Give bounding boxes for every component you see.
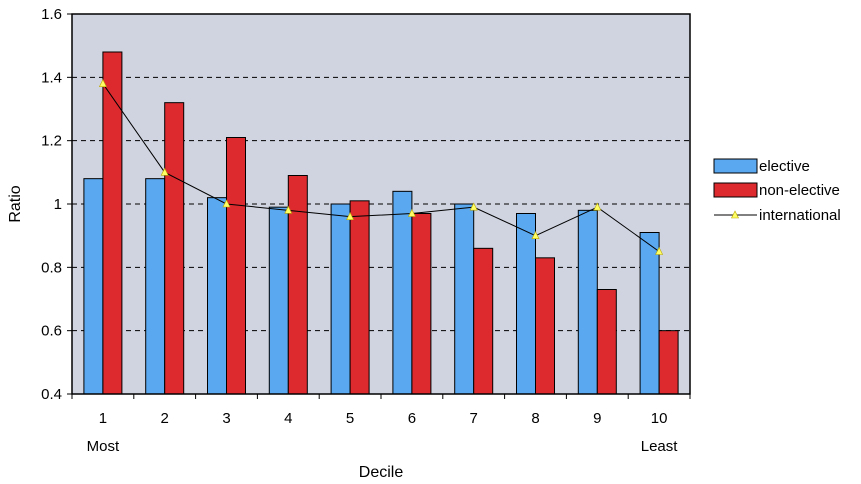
bar-non-elective-8 — [535, 257, 555, 395]
y-tick-label: 0.4 — [41, 386, 62, 403]
x-tick-sublabel: Most — [87, 438, 120, 455]
bar-non-elective-5 — [349, 200, 370, 395]
bar-non-elective-7 — [473, 247, 494, 395]
y-tick-label: 1.2 — [41, 133, 62, 150]
legend-swatch-elective — [713, 158, 758, 174]
point-international-7 — [469, 202, 478, 211]
bar-elective-1 — [83, 178, 104, 395]
x-axis: 1 Most 2 3 4 5 6 7 8 9 10 Least — [71, 394, 691, 455]
bar-elective-7 — [454, 203, 475, 395]
bar-non-elective-9 — [596, 289, 617, 395]
bar-elective-2 — [145, 178, 166, 395]
bar-elective-8 — [516, 213, 536, 395]
point-international-3 — [222, 199, 231, 208]
x-tick-sublabel: Least — [641, 438, 679, 455]
point-international-1 — [98, 78, 107, 87]
bar-non-elective-2 — [164, 102, 185, 395]
line-international — [102, 83, 660, 252]
x-axis-title: Decile — [359, 464, 404, 481]
x-tick-label: 9 — [593, 410, 601, 427]
x-tick-label: 8 — [531, 410, 539, 427]
bar-elective-4 — [268, 206, 289, 395]
legend-marker-international — [731, 210, 739, 219]
y-tick-label: 1 — [54, 196, 62, 213]
legend: elective non-elective international — [713, 158, 841, 224]
legend-label-non-elective: non-elective — [759, 182, 840, 199]
bar-elective-5 — [330, 203, 351, 395]
x-tick-label: 1 — [99, 410, 107, 427]
x-tick-label: 6 — [408, 410, 416, 427]
bar-non-elective-1 — [102, 51, 123, 395]
y-tick-label: 1.6 — [41, 6, 62, 23]
y-axis: 0.4 0.6 0.8 1 1.2 1.4 1.6 — [41, 6, 72, 403]
point-international-10 — [655, 246, 664, 255]
legend-label-elective: elective — [759, 158, 810, 175]
legend-label-international: international — [759, 207, 841, 224]
y-tick-label: 0.6 — [41, 323, 62, 340]
x-tick-label: 7 — [470, 410, 478, 427]
point-international-9 — [593, 202, 602, 211]
legend-swatch-non-elective — [713, 182, 758, 198]
bar-elective-9 — [577, 209, 598, 395]
bar-non-elective-3 — [226, 137, 246, 395]
x-tick-label: 2 — [161, 410, 169, 427]
bar-non-elective-6 — [411, 213, 432, 395]
point-international-2 — [160, 167, 169, 176]
x-tick-label: 3 — [222, 410, 230, 427]
y-tick-label: 1.4 — [41, 69, 62, 86]
bar-non-elective-10 — [658, 330, 679, 395]
bar-elective-6 — [392, 190, 413, 395]
x-tick-label: 5 — [346, 410, 354, 427]
point-international-6 — [407, 208, 416, 217]
international-line — [98, 78, 664, 255]
bar-elective-10 — [639, 232, 660, 395]
x-tick-label: 4 — [284, 410, 292, 427]
bar-non-elective-4 — [287, 175, 308, 395]
point-international-8 — [531, 230, 540, 239]
point-international-4 — [284, 205, 293, 214]
point-international-5 — [346, 211, 355, 220]
bar-elective-3 — [207, 197, 227, 395]
x-tick-label: 10 — [651, 410, 668, 427]
y-axis-title: Ratio — [7, 185, 24, 222]
y-tick-label: 0.8 — [41, 259, 62, 276]
